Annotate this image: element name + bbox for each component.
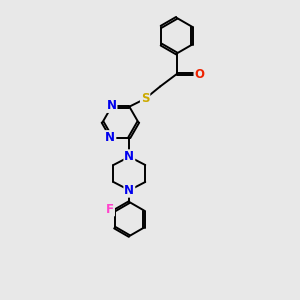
Text: N: N xyxy=(106,99,116,112)
Text: N: N xyxy=(124,150,134,163)
Text: N: N xyxy=(124,184,134,197)
Text: O: O xyxy=(194,68,205,81)
Text: S: S xyxy=(141,92,149,105)
Text: N: N xyxy=(105,131,116,144)
Text: F: F xyxy=(106,202,114,215)
